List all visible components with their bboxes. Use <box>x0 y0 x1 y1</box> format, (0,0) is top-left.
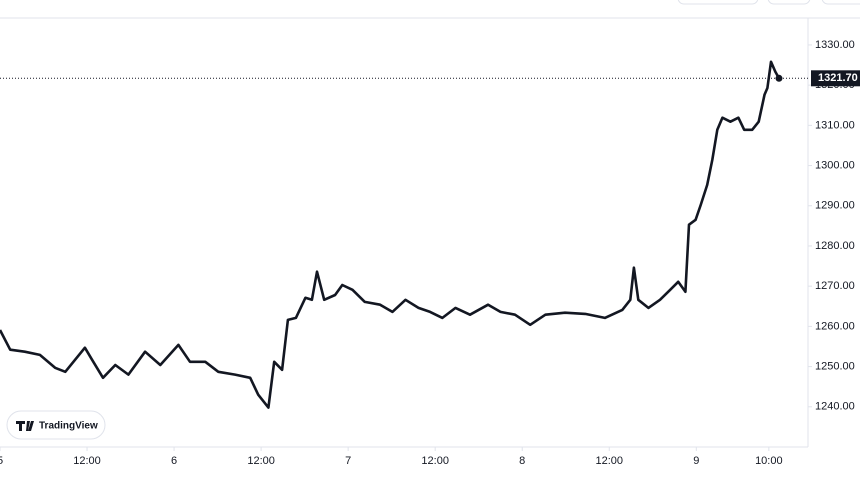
x-tick-label: 8 <box>519 455 525 467</box>
watermark-box[interactable] <box>6 410 106 440</box>
y-tick-label: 1280.00 <box>815 240 855 252</box>
y-tick-label: 1330.00 <box>815 39 855 51</box>
x-tick-label: 5 <box>0 455 3 467</box>
x-tick-label: 7 <box>345 455 351 467</box>
last-price-badge <box>811 70 860 87</box>
x-tick-label: 12:00 <box>73 455 101 467</box>
x-tick-label: 9 <box>693 455 699 467</box>
watermark-text: TradingView <box>39 421 98 432</box>
logo <box>16 421 34 431</box>
toolbar-button[interactable] <box>821 0 860 5</box>
x-tick-label: 6 <box>171 455 177 467</box>
x-tick-label: 10:00 <box>755 455 783 467</box>
y-tick-label: 1250.00 <box>815 360 855 372</box>
toolbar-button[interactable] <box>767 0 811 5</box>
x-tick-label: 12:00 <box>247 455 275 467</box>
price-line <box>0 60 781 409</box>
y-tick-label: 1300.00 <box>815 159 855 171</box>
y-tick-label: 1270.00 <box>815 280 855 292</box>
y-tick-label: 1240.00 <box>815 401 855 413</box>
x-tick-label: 12:00 <box>595 455 623 467</box>
watermark[interactable]: TradingView <box>6 410 106 440</box>
last-price-label: 1321.70 <box>818 72 858 84</box>
y-tick-label: 1260.00 <box>815 320 855 332</box>
y-tick-label: 1310.00 <box>815 119 855 131</box>
toolbar-button[interactable] <box>677 0 759 5</box>
last-point <box>775 74 783 82</box>
x-tick-label: 12:00 <box>421 455 449 467</box>
y-tick-label: 1290.00 <box>815 200 855 212</box>
